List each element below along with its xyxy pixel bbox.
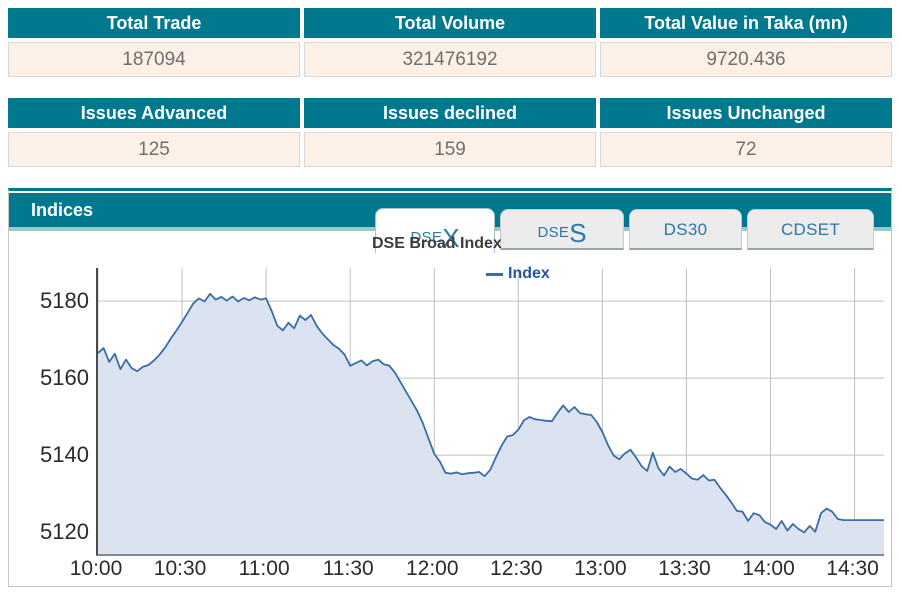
x-axis-tick-label: 13:30 (658, 557, 711, 580)
total-value-taka: 9720.436 (600, 42, 892, 77)
index-chart-plot-area (96, 268, 884, 556)
column-header: Issues declined (304, 98, 596, 128)
legend-label: Index (508, 265, 550, 282)
y-axis-tick-label: 5120 (40, 519, 89, 545)
index-area-chart (98, 268, 884, 554)
x-axis-tick-label: 14:00 (742, 557, 795, 580)
column-header: Total Trade (8, 8, 300, 38)
issues-advanced-value: 125 (8, 132, 300, 167)
issues-declined-value: 159 (304, 132, 596, 167)
tab-dses[interactable]: DSE S (500, 209, 624, 250)
total-volume-value: 321476192 (304, 42, 596, 77)
total-trade-value: 187094 (8, 42, 300, 77)
tab-ds30[interactable]: DS30 (629, 209, 742, 250)
tab-dsex-label: DSE (410, 229, 443, 246)
tab-ds30-label: DS30 (663, 220, 708, 239)
y-axis-tick-label: 5140 (40, 442, 89, 468)
y-axis-tick-label: 5160 (40, 365, 89, 391)
x-axis-tick-label: 13:00 (574, 557, 627, 580)
chart-title: DSE Broad Index (372, 235, 502, 252)
chart-legend: Index (486, 265, 550, 283)
column-header: Total Value in Taka (mn) (600, 8, 892, 38)
x-axis-tick-label: 11:00 (238, 557, 290, 580)
x-axis-tick-label: 14:30 (826, 557, 879, 580)
tab-dses-label: DSE (537, 224, 570, 241)
x-axis-tick-label: 12:30 (490, 557, 543, 580)
legend-line-swatch (486, 272, 503, 276)
x-axis-tick-label: 10:30 (153, 557, 207, 580)
tab-cdset-label: CDSET (780, 220, 841, 239)
x-axis-tick-label: 11:30 (322, 557, 374, 580)
tab-cdset[interactable]: CDSET (747, 209, 874, 250)
index-tabs: DSE X DSE S DS30 CDSET (375, 208, 874, 253)
issues-summary-table: Issues Advanced Issues declined Issues U… (8, 98, 892, 167)
column-header: Total Volume (304, 8, 596, 38)
x-axis-tick-label: 10:00 (69, 557, 123, 580)
indices-panel: Indices DSE X DSE S DS30 CDSET DSE Broad I… (8, 188, 892, 587)
column-header: Issues Advanced (8, 98, 300, 128)
x-axis-tick-label: 12:00 (405, 557, 459, 580)
trade-summary-table: Total Trade Total Volume Total Value in … (8, 8, 892, 77)
y-axis-tick-label: 5180 (40, 288, 89, 314)
tab-dsex[interactable]: DSE X (375, 208, 495, 253)
page: Total Trade Total Volume Total Value in … (8, 8, 892, 587)
issues-unchanged-value: 72 (600, 132, 892, 167)
column-header: Issues Unchanged (600, 98, 892, 128)
